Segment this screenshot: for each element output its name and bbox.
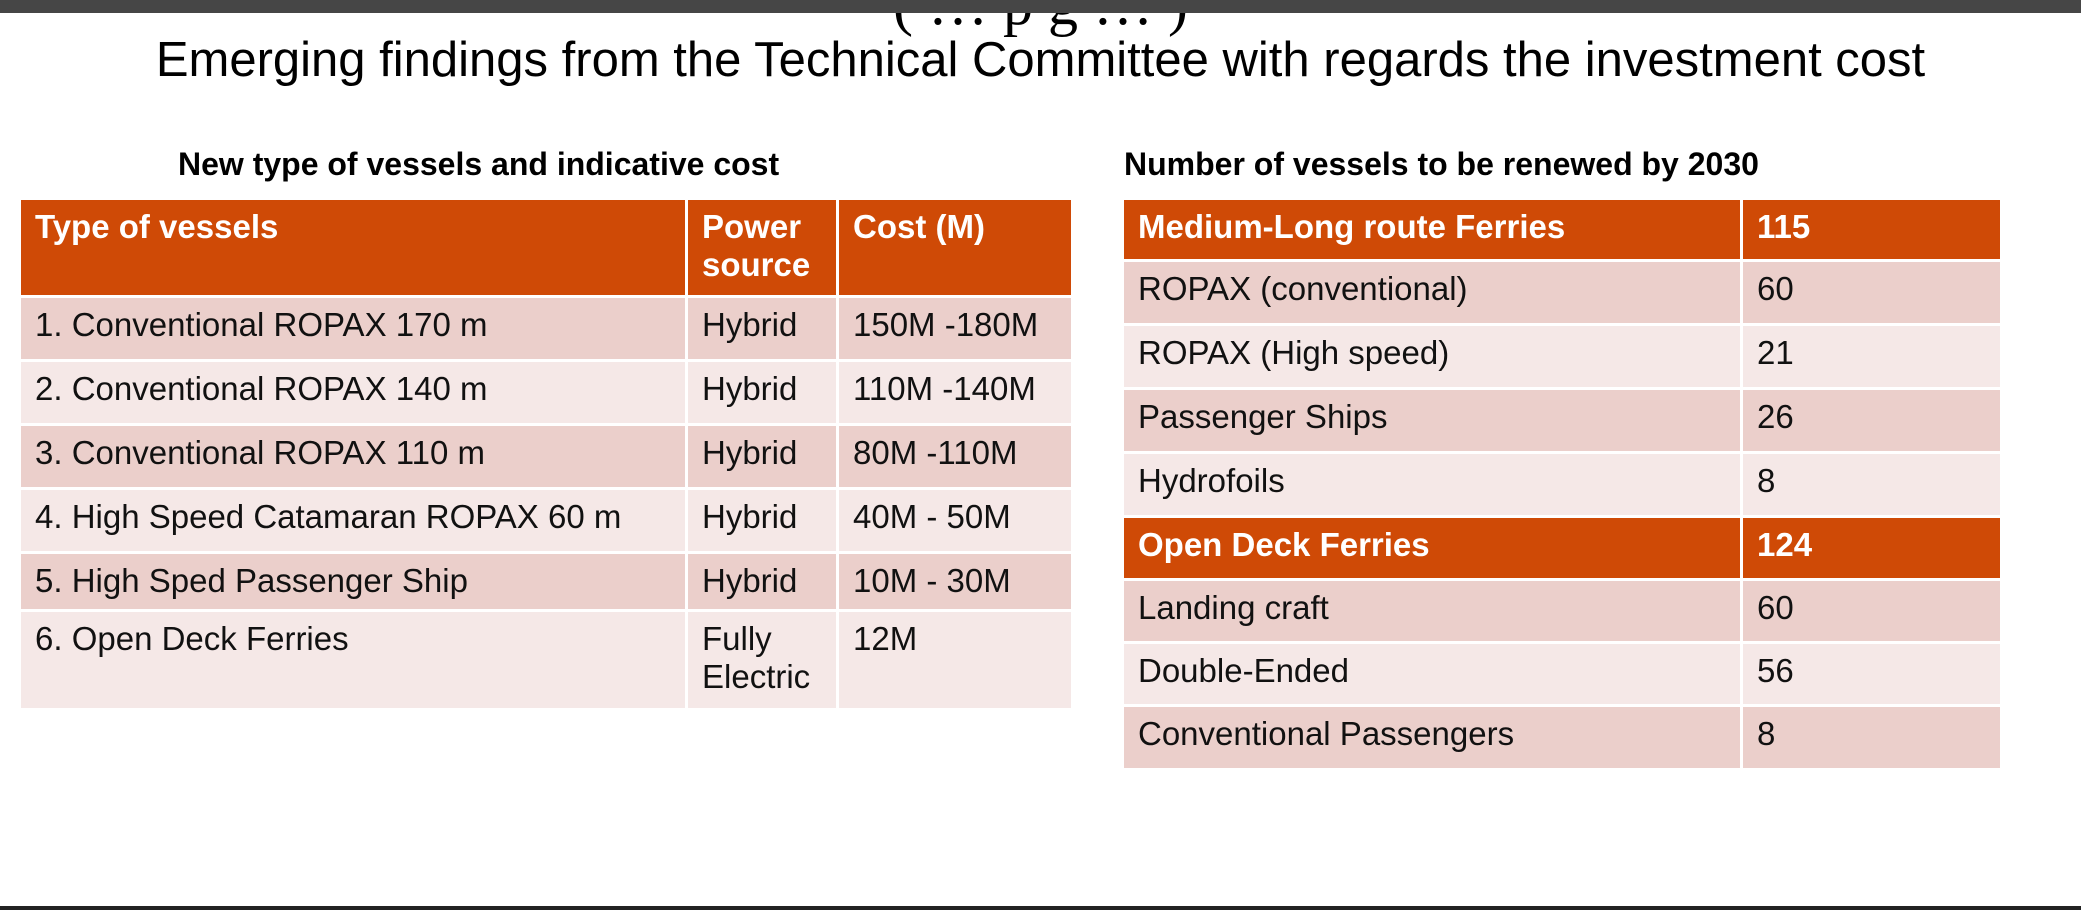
table-row: 1. Conventional ROPAX 170 m Hybrid 150M -1… (21, 298, 1071, 359)
table-row: Passenger Ships 26 (1124, 390, 2000, 451)
cell-type: 2. Conventional ROPAX 140 m (21, 362, 685, 423)
cell-count: 60 (1743, 262, 2000, 323)
table-row: Hydrofoils 8 (1124, 454, 2000, 515)
header-cost: Cost (M) (839, 200, 1071, 295)
table-row: Double-Ended 56 (1124, 644, 2000, 704)
slide-title: Emerging findings from the Technical Com… (155, 33, 1926, 87)
cell-type: 1. Conventional ROPAX 170 m (21, 298, 685, 359)
cell-cost: 10M - 30M (839, 554, 1071, 609)
bottom-border (0, 906, 2081, 910)
group-row: Medium-Long route Ferries 115 (1124, 200, 2000, 259)
cell-category: Passenger Ships (1124, 390, 1740, 451)
cell-category: Medium-Long route Ferries (1124, 200, 1740, 259)
cell-type: 3. Conventional ROPAX 110 m (21, 426, 685, 487)
cell-power: Hybrid (688, 426, 836, 487)
group-row: Open Deck Ferries 124 (1124, 518, 2000, 578)
table-row: Landing craft 60 (1124, 581, 2000, 641)
table-row: 3. Conventional ROPAX 110 m Hybrid 80M -11… (21, 426, 1071, 487)
cell-category: Open Deck Ferries (1124, 518, 1740, 578)
cell-type: 5. High Sped Passenger Ship (21, 554, 685, 609)
table-row: 5. High Sped Passenger Ship Hybrid 10M - 3… (21, 554, 1071, 609)
cell-cost: 40M - 50M (839, 490, 1071, 551)
cell-type: 4. High Speed Catamaran ROPAX 60 m (21, 490, 685, 551)
vessel-cost-table: Type of vessels Power source Cost (M) 1.… (18, 197, 1074, 711)
cell-category: Double-Ended (1124, 644, 1740, 704)
table-row: ROPAX (High speed) 21 (1124, 326, 2000, 387)
table-row: 6. Open Deck Ferries Fully Electric 12M (21, 612, 1071, 708)
table-row: 4. High Speed Catamaran ROPAX 60 m Hybrid… (21, 490, 1071, 551)
cell-count: 21 (1743, 326, 2000, 387)
cell-power: Hybrid (688, 554, 836, 609)
table-row: Conventional Passengers 8 (1124, 707, 2000, 768)
table-row: 2. Conventional ROPAX 140 m Hybrid 110M -1… (21, 362, 1071, 423)
window-top-bar-overlay (0, 0, 2081, 13)
header-power: Power source (688, 200, 836, 295)
cell-category: ROPAX (conventional) (1124, 262, 1740, 323)
table-row: ROPAX (conventional) 60 (1124, 262, 2000, 323)
cell-count: 124 (1743, 518, 2000, 578)
cell-count: 115 (1743, 200, 2000, 259)
cell-cost: 12M (839, 612, 1071, 708)
cell-type: 6. Open Deck Ferries (21, 612, 685, 708)
cell-count: 56 (1743, 644, 2000, 704)
cell-count: 8 (1743, 454, 2000, 515)
cell-count: 26 (1743, 390, 2000, 451)
cell-category: ROPAX (High speed) (1124, 326, 1740, 387)
cell-power: Hybrid (688, 490, 836, 551)
cell-count: 60 (1743, 581, 2000, 641)
cell-cost: 110M -140M (839, 362, 1071, 423)
right-table-caption: Number of vessels to be renewed by 2030 (1124, 146, 1759, 182)
cell-cost: 150M -180M (839, 298, 1071, 359)
vessel-renewal-table: Medium-Long route Ferries 115 ROPAX (conv… (1121, 197, 2003, 771)
cell-power: Hybrid (688, 362, 836, 423)
cell-count: 8 (1743, 707, 2000, 768)
left-table-caption: New type of vessels and indicative cost (178, 146, 780, 182)
cell-power: Hybrid (688, 298, 836, 359)
cell-power: Fully Electric (688, 612, 836, 708)
cell-cost: 80M -110M (839, 426, 1071, 487)
header-type: Type of vessels (21, 200, 685, 295)
cell-category: Hydrofoils (1124, 454, 1740, 515)
cell-category: Landing craft (1124, 581, 1740, 641)
cell-category: Conventional Passengers (1124, 707, 1740, 768)
